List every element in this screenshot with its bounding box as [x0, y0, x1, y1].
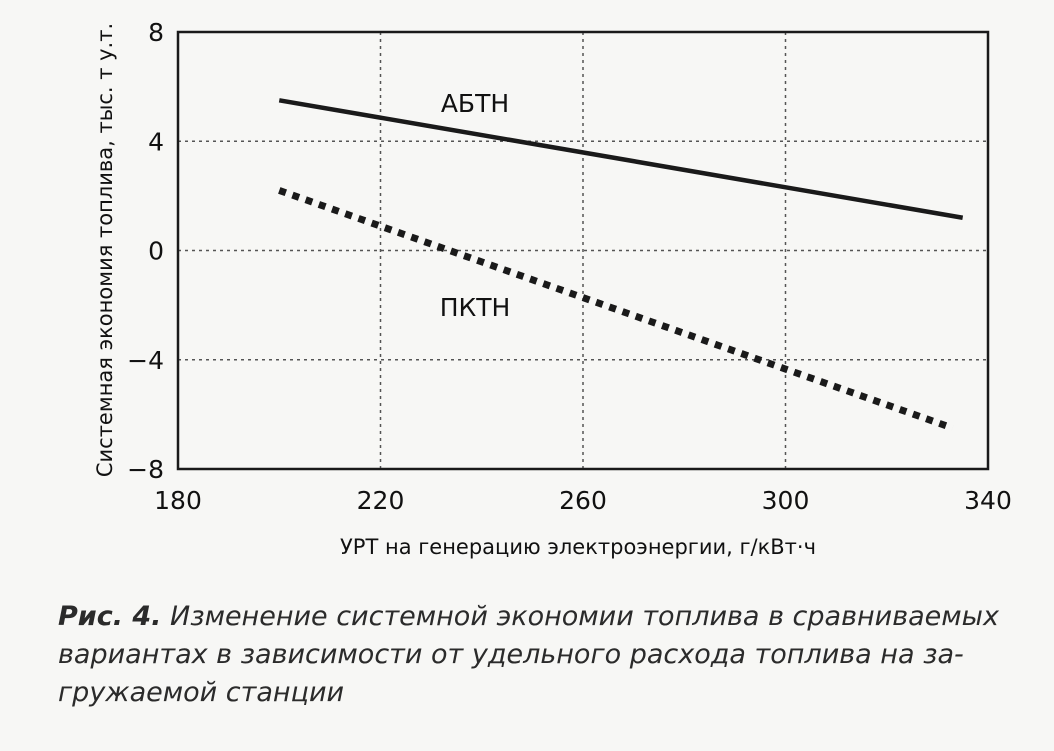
x-tick-label: 220 — [357, 486, 405, 515]
y-axis-label: Системная экономия топлива, тыс. т у.т. — [93, 23, 117, 477]
series-layer — [278, 98, 964, 432]
series-label-1: АБТН — [441, 89, 509, 118]
series-line-1 — [278, 98, 964, 220]
series-line-2 — [278, 187, 954, 432]
caption-text: Изменение системной экономии топлива в с… — [58, 601, 999, 708]
x-tick-label: 260 — [559, 486, 607, 515]
x-tick-label: 300 — [762, 486, 810, 515]
y-tick-label: −4 — [127, 346, 164, 375]
x-tick-label: 180 — [154, 486, 202, 515]
series-label-2: ПКТН — [440, 293, 511, 322]
y-tick-label: 0 — [148, 237, 164, 266]
caption-label: Рис. 4. — [58, 601, 162, 632]
y-tick-label: −8 — [127, 455, 164, 484]
x-axis-label: УРТ на генерацию электроэнергии, г/кВт·ч — [340, 535, 816, 559]
x-tick-labels: 180 220 260 300 340 — [154, 486, 1012, 515]
y-tick-labels: 8 4 0 −4 −8 — [127, 18, 164, 484]
grid-layer — [178, 32, 988, 469]
y-tick-label: 4 — [148, 127, 164, 156]
series-labels: АБТН ПКТН — [440, 89, 511, 322]
figure-caption: Рис. 4. Изменение системной экономии топ… — [58, 598, 1018, 712]
x-tick-label: 340 — [964, 486, 1012, 515]
fuel-economy-chart: 180 220 260 300 340 8 4 0 −4 −8 АБТН ПКТН УРТ на … — [93, 18, 1012, 559]
plot-frame — [176, 30, 990, 471]
y-tick-label: 8 — [148, 18, 164, 47]
